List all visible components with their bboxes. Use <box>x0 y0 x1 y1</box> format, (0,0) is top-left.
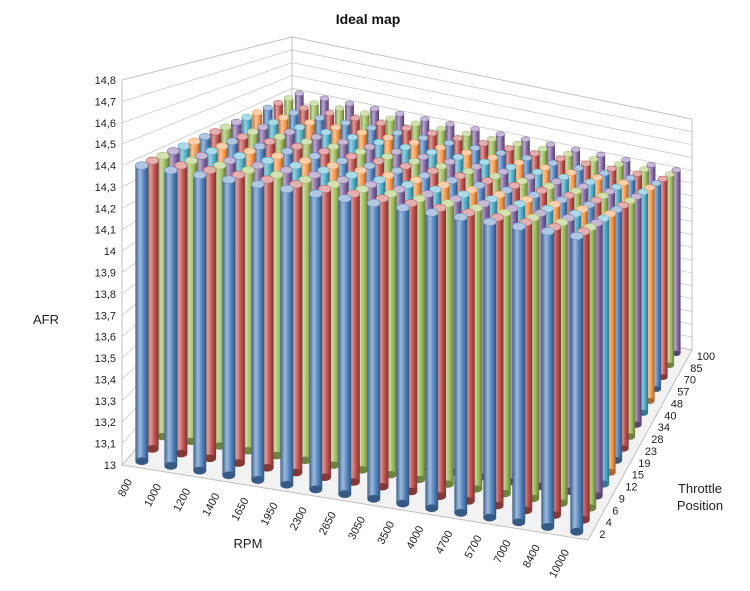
y-axis-ticks: 13 13,1 13,2 13,3 13,4 13,5 13,6 13,7 13,8 13,9 14… <box>95 75 116 472</box>
x-tick-label: 1200 <box>171 486 193 513</box>
z-axis-label-line2: Position <box>677 498 723 513</box>
y-tick-label: 13,8 <box>95 289 116 301</box>
y-tick-label: 13,2 <box>95 417 116 429</box>
z-axis-label-line1: Throttle <box>678 481 722 496</box>
x-tick-label: 7000 <box>492 538 514 565</box>
x-tick-label: 1400 <box>200 491 222 518</box>
bar <box>338 194 352 498</box>
z-tick-label: 57 <box>677 387 689 399</box>
y-tick-label: 14,2 <box>95 203 116 215</box>
y-tick-label: 13,7 <box>95 310 116 322</box>
z-tick-label: 28 <box>651 434 663 446</box>
x-tick-label: 2650 <box>317 510 339 537</box>
x-tick-label: 800 <box>116 477 135 499</box>
bar <box>454 213 468 517</box>
bar <box>145 156 159 453</box>
y-tick-label: 14,4 <box>95 161 116 173</box>
bar <box>570 231 584 536</box>
bar <box>135 161 149 466</box>
z-tick-label: 48 <box>671 398 683 410</box>
z-tick-label: 9 <box>619 493 625 505</box>
y-tick-label: 14,8 <box>95 75 116 87</box>
z-tick-label: 70 <box>684 375 696 387</box>
bar <box>367 198 381 503</box>
y-tick-label: 13,4 <box>95 374 116 386</box>
y-tick-label: 13 <box>104 460 116 472</box>
bar <box>251 180 265 484</box>
z-tick-label: 6 <box>612 505 618 517</box>
z-tick-label: 85 <box>690 363 702 375</box>
bar <box>174 161 188 458</box>
z-tick-label: 23 <box>645 446 657 458</box>
x-axis-label: RPM <box>234 536 263 551</box>
bar <box>541 227 555 531</box>
y-tick-label: 14,7 <box>95 96 116 108</box>
bar <box>512 222 526 527</box>
y-tick-label: 14,6 <box>95 118 116 130</box>
bar <box>241 166 255 455</box>
x-tick-label: 4700 <box>433 529 455 556</box>
x-tick-label: 1950 <box>259 501 281 528</box>
z-tick-label: 34 <box>658 422 670 434</box>
bar <box>309 189 323 494</box>
bars <box>135 90 681 536</box>
bar <box>483 217 497 522</box>
z-tick-label: 4 <box>606 517 612 529</box>
y-tick-label: 13,5 <box>95 353 116 365</box>
bar <box>222 175 236 480</box>
y-axis-label: AFR <box>33 312 59 327</box>
z-tick-label: 2 <box>599 529 605 541</box>
x-tick-label: 2300 <box>288 505 310 532</box>
z-tick-label: 100 <box>697 351 715 363</box>
x-tick-label: 1000 <box>142 482 164 509</box>
bar <box>425 208 439 513</box>
z-tick-label: 12 <box>625 482 637 494</box>
bar <box>270 170 284 460</box>
x-tick-label: 4000 <box>404 524 426 551</box>
y-tick-label: 14,3 <box>95 182 116 194</box>
y-tick-label: 14 <box>104 246 116 258</box>
y-tick-label: 13,3 <box>95 396 116 408</box>
x-tick-label: 5700 <box>463 533 485 560</box>
bar <box>231 170 246 467</box>
bar <box>280 184 294 489</box>
y-tick-label: 13,9 <box>95 268 116 280</box>
y-tick-label: 13,6 <box>95 332 116 344</box>
bar <box>203 166 217 463</box>
x-tick-label: 10000 <box>547 547 572 580</box>
z-tick-label: 15 <box>632 470 644 482</box>
x-tick-label: 3050 <box>346 515 368 542</box>
x-tick-label: 8400 <box>521 543 543 570</box>
bar <box>193 170 207 475</box>
y-tick-label: 14,1 <box>95 225 116 237</box>
chart-title: Ideal map <box>336 11 401 27</box>
bar <box>164 166 178 470</box>
x-tick-label: 1650 <box>230 496 252 523</box>
x-tick-label: 3500 <box>375 519 397 546</box>
z-tick-label: 19 <box>638 458 650 470</box>
bar <box>396 203 410 508</box>
y-tick-label: 14,5 <box>95 139 116 151</box>
y-tick-label: 13,1 <box>95 439 116 451</box>
z-tick-label: 40 <box>664 410 676 422</box>
